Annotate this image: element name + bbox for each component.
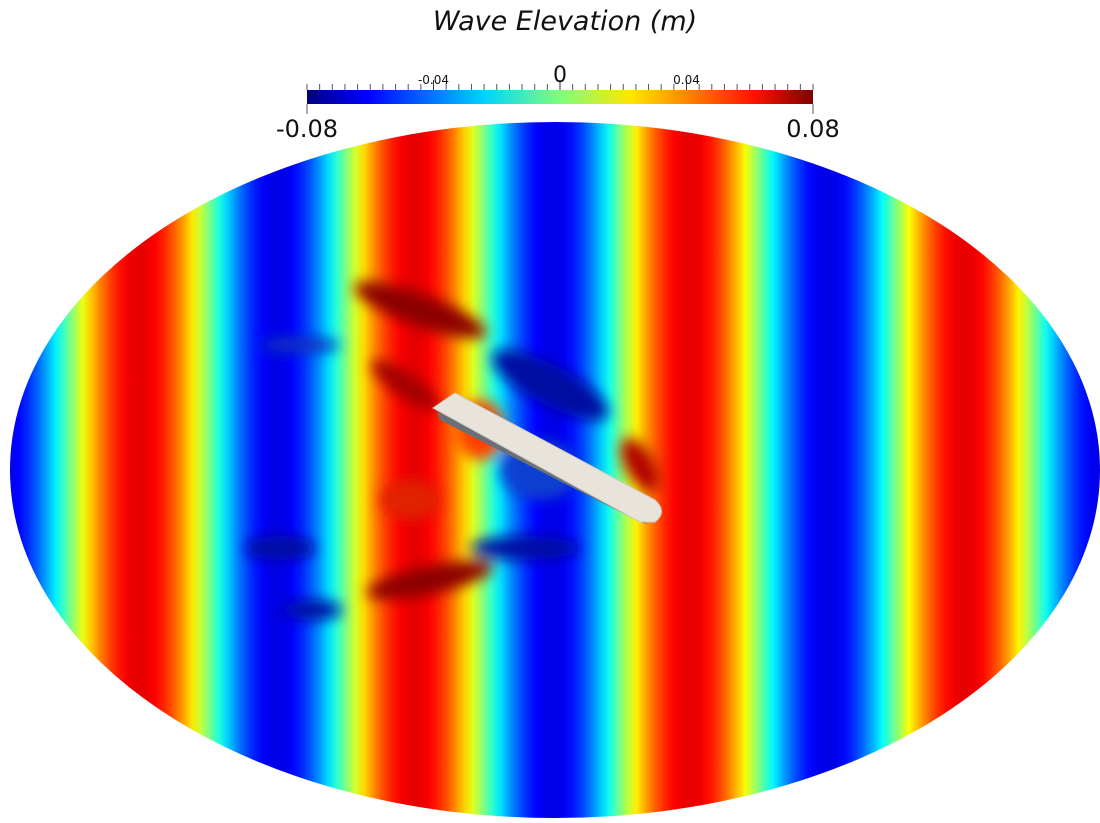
title: Wave Elevation (m) (433, 6, 697, 37)
tick-label: 0 (553, 63, 567, 88)
range-label: -0.08 (276, 115, 338, 143)
tick-label: -0.04 (418, 73, 449, 87)
colorbar-gradient (307, 90, 813, 104)
visualization: Wave Elevation (m) -0.08 0.08 -0.04 0 0.04 (0, 0, 1100, 819)
tick-label: 0.04 (673, 73, 700, 87)
range-label: 0.08 (786, 115, 839, 143)
